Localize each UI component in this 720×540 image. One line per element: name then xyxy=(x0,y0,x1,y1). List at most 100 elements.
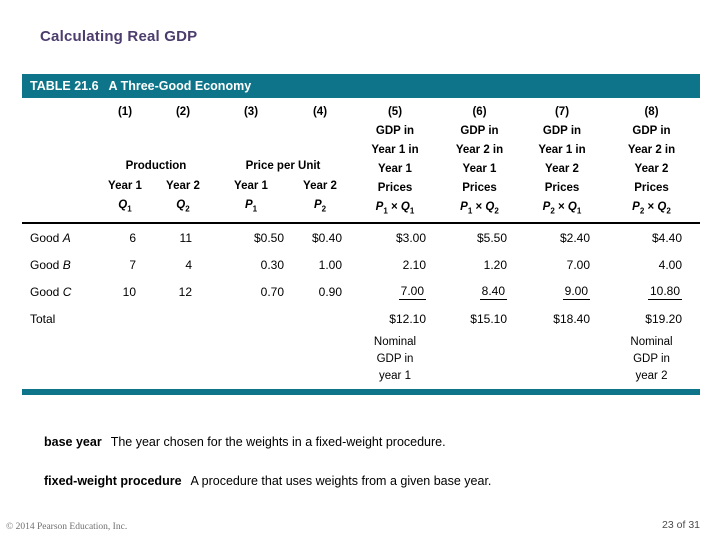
nominal-gdp-label-line: GDP in xyxy=(376,353,414,365)
footnote-cell xyxy=(288,334,352,385)
table-cell: $5.50 xyxy=(476,230,507,245)
price-quantity-formula: P1 × Q2 xyxy=(460,201,499,216)
formula-subscript: 1 xyxy=(409,206,415,216)
summed-value: 9.00 xyxy=(562,283,590,300)
table-cell: $15.10 xyxy=(470,311,507,326)
formula-subscript: 1 xyxy=(467,206,473,216)
row-label: Good B xyxy=(30,257,71,272)
table-cell: $0.40 xyxy=(311,230,342,245)
table-cell: 6 xyxy=(129,230,136,245)
multiply-sign: × xyxy=(554,201,568,213)
gdp-table: TABLE 21.6 A Three-Good Economy Producti… xyxy=(22,74,700,395)
column-year-label: Year 1 xyxy=(234,179,268,192)
footnote-spacer xyxy=(22,334,98,385)
price-quantity-formula: P2 × Q1 xyxy=(542,201,582,216)
table-cell: $19.20 xyxy=(645,311,682,326)
gdp-header-line: Year 2 in xyxy=(455,144,504,156)
summed-value: 7.00 xyxy=(398,283,426,300)
nominal-gdp-label-line: year 1 xyxy=(379,370,411,382)
table-row: Total $12.10 $15.10 $18.40 $19.20 xyxy=(22,305,700,332)
table-cell: 0.30 xyxy=(260,257,284,272)
symbol-subscript: 2 xyxy=(185,204,190,213)
gdp-formula-line: P2 × Q1 xyxy=(543,198,582,220)
table-cell: 10 xyxy=(122,284,136,299)
column-year-label: Year 2 xyxy=(166,179,200,192)
nominal-gdp-label-line: Nominal xyxy=(630,336,673,348)
table-caption-title: A Three-Good Economy xyxy=(108,79,252,93)
gdp-column-header: (7) GDP in Year 1 in Year 2 Prices P2 × Q1 xyxy=(521,98,603,222)
table-cell: $0.50 xyxy=(253,230,284,245)
table-cell: 8.40 xyxy=(438,284,521,300)
table-cell: 1.20 xyxy=(483,257,507,272)
gdp-formula-line: P1 × Q2 xyxy=(460,198,499,220)
table-cell: 12 xyxy=(178,284,192,299)
table-cell: 7.00 xyxy=(566,257,590,272)
formula-symbol: P xyxy=(460,201,468,213)
column-header: (1) Year 1 Q1 xyxy=(98,98,152,222)
gdp-header-line: GDP in xyxy=(375,125,415,137)
gdp-header-line: Prices xyxy=(634,182,669,194)
table-cell: 0.90 xyxy=(318,284,342,299)
symbol-subscript: 1 xyxy=(127,204,132,213)
table-cell: 7 xyxy=(129,257,136,272)
gdp-header-line: Year 1 xyxy=(378,163,412,175)
column-year-label: Year 1 xyxy=(108,179,142,192)
multiply-sign: × xyxy=(644,201,658,213)
gdp-column-header: (8) GDP in Year 2 in Year 2 Prices P2 × Q2 xyxy=(603,98,700,222)
table-cell: $12.10 xyxy=(389,311,426,326)
formula-symbol: Q xyxy=(400,201,410,213)
symbol: P xyxy=(244,198,253,211)
formula-subscript: 2 xyxy=(550,206,555,216)
gdp-column-header: (5) GDP in Year 1 in Year 1 Prices P1 × Q1 xyxy=(352,98,438,222)
table-cell: $2.40 xyxy=(559,230,590,245)
gdp-column-header: (6) GDP in Year 2 in Year 1 Prices P1 × Q2 xyxy=(438,98,521,222)
gdp-header-line: Prices xyxy=(377,182,413,194)
multiply-sign: × xyxy=(472,201,486,213)
gdp-header-line: Year 2 in xyxy=(627,144,676,156)
table-cell: 0.70 xyxy=(260,284,284,299)
gdp-header-line: GDP in xyxy=(460,125,499,137)
formula-symbol: Q xyxy=(657,201,667,213)
gdp-header-line: GDP in xyxy=(632,125,671,137)
gdp-header-line: Year 1 xyxy=(462,163,497,175)
summed-value: 8.40 xyxy=(479,283,507,300)
column-number: (8) xyxy=(644,106,659,118)
page-number: 23 of 31 xyxy=(662,519,700,531)
row-label: Total xyxy=(30,311,56,326)
footnote-cell xyxy=(98,334,152,385)
column-symbol: P1 xyxy=(245,196,257,222)
formula-symbol: Q xyxy=(567,201,577,213)
symbol: Q xyxy=(118,198,128,211)
table-body: Good A 6 11 $0.50 $0.40 $3.00 $5.50 $2.40 $4.40 G… xyxy=(22,224,700,332)
gdp-formula-line: P2 × Q2 xyxy=(632,198,671,220)
column-number: (6) xyxy=(472,106,487,118)
formula-subscript: 1 xyxy=(576,206,582,216)
definition-term: fixed-weight procedure xyxy=(44,474,182,488)
definition-text: The year chosen for the weights in a fix… xyxy=(110,435,446,449)
table-row: Good B 7 4 0.30 1.00 2.10 1.20 7.00 4.00 xyxy=(22,251,700,278)
table-cell: 1.00 xyxy=(318,257,342,272)
summed-value: 10.80 xyxy=(647,283,682,300)
formula-subscript: 1 xyxy=(383,206,388,216)
table-cell: 4.00 xyxy=(658,257,682,272)
row-label-letter: B xyxy=(62,257,71,272)
row-label-letter: C xyxy=(62,284,72,299)
column-symbol: Q1 xyxy=(118,196,131,222)
symbol-subscript: 1 xyxy=(252,204,258,213)
table-row: Good A 6 11 $0.50 $0.40 $3.00 $5.50 $2.40 $4.40 xyxy=(22,224,700,251)
formula-symbol: P xyxy=(542,201,551,213)
table-cell: $4.40 xyxy=(651,230,682,245)
table-row: Good C 10 12 0.70 0.90 7.00 8.40 9.00 10.80 xyxy=(22,278,700,305)
table-cell: $3.00 xyxy=(395,230,426,245)
definition-text: A procedure that uses weights from a giv… xyxy=(190,474,492,488)
row-label-letter: A xyxy=(62,230,71,245)
gdp-header-line: Year 1 in xyxy=(538,144,586,156)
column-number: (2) xyxy=(175,106,191,118)
column-number: (5) xyxy=(387,106,403,118)
gdp-formula-line: P1 × Q1 xyxy=(376,198,415,220)
table-cell: 4 xyxy=(185,257,192,272)
definition-fixed-weight-procedure: fixed-weight procedure A procedure that u… xyxy=(44,474,491,488)
nominal-gdp-label-line: year 2 xyxy=(635,370,668,382)
formula-subscript: 2 xyxy=(666,206,671,216)
